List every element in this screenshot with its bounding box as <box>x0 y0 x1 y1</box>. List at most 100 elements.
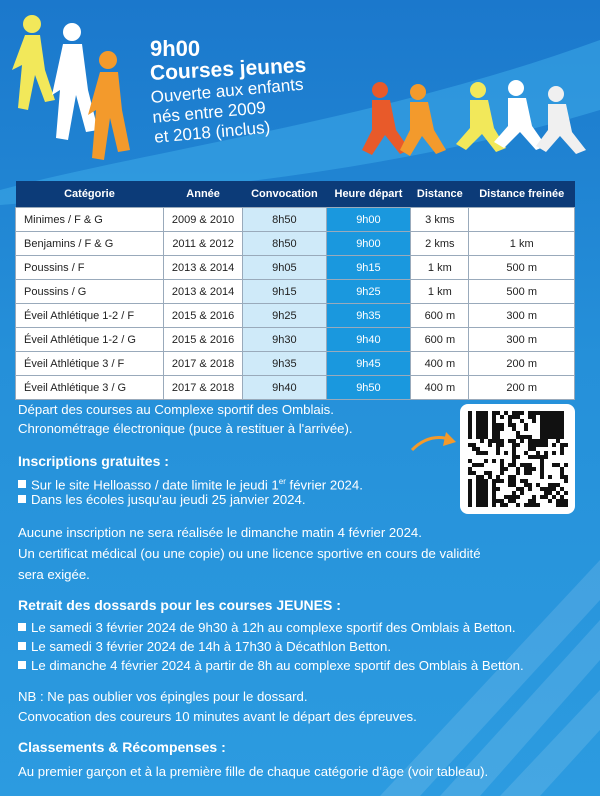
qr-module <box>496 435 500 439</box>
qr-module <box>512 459 516 463</box>
qr-module <box>560 427 564 431</box>
qr-module <box>492 499 496 503</box>
qr-module <box>528 463 532 467</box>
qr-module <box>544 427 548 431</box>
table-cell: 8h50 <box>242 231 327 256</box>
qr-module <box>476 483 480 487</box>
qr-module <box>556 439 560 443</box>
bullet-item: Dans les écoles jusqu'au jeudi 25 janvie… <box>18 491 306 509</box>
bullet-item: Le dimanche 4 février 2024 à partir de 8… <box>18 657 524 675</box>
table-cell: 2015 & 2016 <box>162 327 244 352</box>
text: Convocation des coureurs 10 minutes avan… <box>18 709 417 724</box>
qr-module <box>552 435 556 439</box>
qr-module <box>504 503 508 507</box>
qr-module <box>556 499 560 503</box>
qr-module <box>556 503 560 507</box>
qr-module <box>532 503 536 507</box>
qr-module <box>552 427 556 431</box>
qr-module <box>512 499 516 503</box>
qr-module <box>548 483 552 487</box>
qr-module <box>548 491 552 495</box>
table-cell: 300 m <box>468 303 575 328</box>
qr-module <box>484 483 488 487</box>
qr-module <box>480 479 484 483</box>
qr-module <box>540 419 544 423</box>
table-cell: 2011 & 2012 <box>162 231 244 256</box>
qr-module <box>492 431 496 435</box>
text: Un certificat médical (ou une copie) ou … <box>18 546 481 561</box>
qr-module <box>500 443 504 447</box>
text: Dans les écoles jusqu'au jeudi 25 janvie… <box>31 492 306 507</box>
qr-module <box>556 491 560 495</box>
bullet <box>18 642 26 650</box>
qr-module <box>532 455 536 459</box>
qr-module <box>508 475 512 479</box>
qr-module <box>544 435 548 439</box>
table-cell: 2009 & 2010 <box>162 207 244 232</box>
qr-module <box>544 415 548 419</box>
qr-module <box>468 411 472 415</box>
qr-module <box>528 467 532 471</box>
qr-module <box>560 467 564 471</box>
qr-module <box>564 491 568 495</box>
qr-module <box>512 463 516 467</box>
qr-module <box>480 499 484 503</box>
qr-module <box>524 503 528 507</box>
text: Retrait des dossards pour les courses JE… <box>18 597 341 613</box>
bullet-item: Sur le site Helloasso / date limite le j… <box>18 473 363 494</box>
qr-module <box>468 427 472 431</box>
qr-module <box>560 487 564 491</box>
qr-module <box>492 459 496 463</box>
text-line: Départ des courses au Complexe sportif d… <box>18 401 334 419</box>
qr-module <box>560 451 564 455</box>
qr-module <box>516 471 520 475</box>
qr-module <box>484 479 488 483</box>
qr-module <box>496 447 500 451</box>
qr-module <box>492 483 496 487</box>
table-row: Éveil Athlétique 1-2 / G 2015 & 2016 9h30 9… <box>15 327 575 352</box>
qr-module <box>476 499 480 503</box>
column-header: Distance freinée <box>468 181 575 208</box>
qr-module <box>524 467 528 471</box>
text-line: Classements & Récompenses : <box>18 739 226 755</box>
qr-module <box>560 435 564 439</box>
qr-module <box>544 439 548 443</box>
text: Départ des courses au Complexe sportif d… <box>18 402 334 417</box>
qr-module <box>532 499 536 503</box>
qr-module <box>540 435 544 439</box>
qr-module <box>556 423 560 427</box>
table-cell: 9h25 <box>242 303 327 328</box>
qr-module <box>468 471 472 475</box>
qr-module <box>492 439 496 443</box>
text: NB : Ne pas oublier vos épingles pour le… <box>18 689 308 704</box>
qr-module <box>508 479 512 483</box>
qr-module <box>560 423 564 427</box>
table-cell: 600 m <box>410 327 470 352</box>
qr-module <box>492 423 496 427</box>
qr-module <box>476 419 480 423</box>
table-cell: 9h45 <box>325 351 412 376</box>
qr-module <box>532 419 536 423</box>
qr-module <box>520 439 524 443</box>
qr-module <box>552 495 556 499</box>
qr-module <box>504 411 508 415</box>
text-line: Un certificat médical (ou une copie) ou … <box>18 545 481 563</box>
qr-module <box>520 487 524 491</box>
qr-module <box>564 475 568 479</box>
table-cell: 8h50 <box>242 207 327 232</box>
qr-module <box>492 419 496 423</box>
qr-module <box>524 483 528 487</box>
qr-module <box>476 479 480 483</box>
qr-module <box>560 499 564 503</box>
qr-module <box>548 427 552 431</box>
qr-module <box>548 415 552 419</box>
text: Au premier garçon et à la première fille… <box>18 764 489 779</box>
qr-module <box>560 419 564 423</box>
qr-module <box>500 463 504 467</box>
qr-module <box>520 491 524 495</box>
qr-module <box>556 415 560 419</box>
qr-module <box>536 483 540 487</box>
qr-module <box>536 455 540 459</box>
qr-module <box>496 499 500 503</box>
